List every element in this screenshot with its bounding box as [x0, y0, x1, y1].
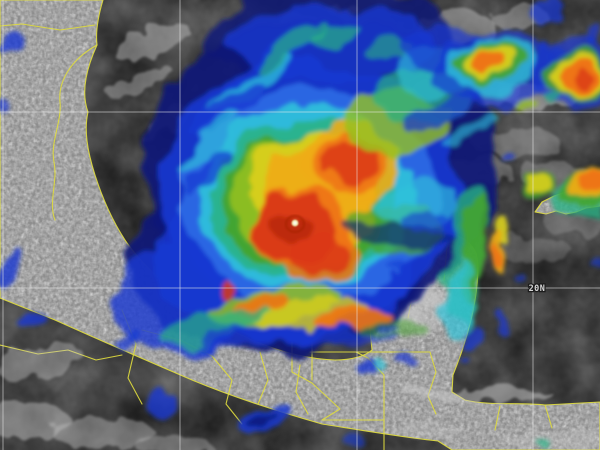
hurricane-eye: [284, 214, 306, 234]
grid-label-20n: 20N: [529, 284, 546, 294]
